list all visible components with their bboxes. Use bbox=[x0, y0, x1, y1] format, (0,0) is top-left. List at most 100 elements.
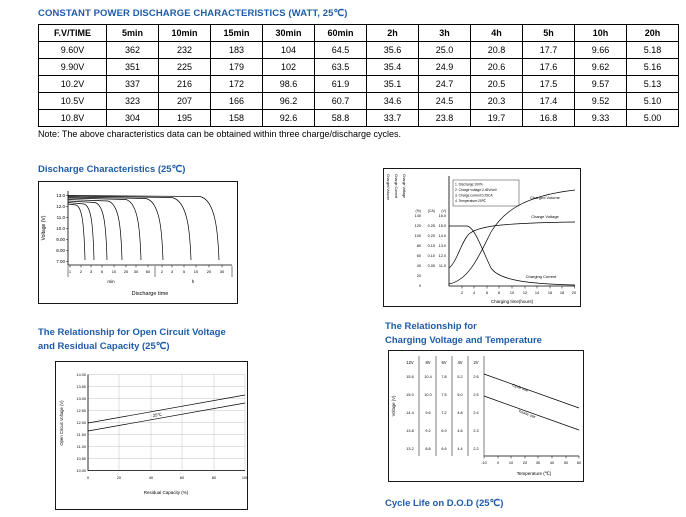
tick-2v: 2.3 bbox=[473, 429, 478, 433]
tick-marks bbox=[461, 286, 575, 289]
table-cell: 24.7 bbox=[418, 75, 471, 93]
x-tick: 20 bbox=[117, 476, 121, 480]
tick-4v: 5.0 bbox=[457, 393, 462, 397]
table-cell: 33.7 bbox=[366, 109, 419, 127]
x-tick: 40 bbox=[550, 461, 554, 465]
table-cell: 17.7 bbox=[522, 41, 575, 59]
volume-tick: 60 bbox=[417, 254, 421, 258]
discharge-curve bbox=[67, 200, 108, 261]
col-header: 2V bbox=[473, 360, 478, 365]
tick-12v: 15.0 bbox=[406, 393, 413, 397]
table-cell: 5.16 bbox=[626, 58, 679, 76]
table-cell: 35.6 bbox=[366, 41, 419, 59]
tick-6v: 7.2 bbox=[441, 411, 446, 415]
x-tick: 5 bbox=[183, 269, 186, 274]
charging-current-curve bbox=[449, 225, 576, 286]
x-tick: 20 bbox=[207, 269, 212, 274]
volume-tick: 100 bbox=[415, 234, 421, 238]
ocv-title-line1: The Relationship for Open Circuit Voltag… bbox=[38, 327, 226, 338]
table-cell: 158 bbox=[210, 109, 263, 127]
charge-voltage-curve bbox=[448, 221, 576, 269]
current-tick: 0.20 bbox=[428, 234, 435, 238]
table-cell: 19.7 bbox=[470, 109, 523, 127]
voltage-tick-labels: 16.0 15.0 14.0 13.0 12.0 11.0 bbox=[439, 214, 446, 268]
row-label-cell: 9.60V bbox=[38, 41, 107, 59]
tick-2v: 2.5 bbox=[473, 393, 478, 397]
charge-voltage-curve-label: Charge Voltage bbox=[531, 214, 559, 219]
table-header-cell: 60min bbox=[314, 24, 367, 42]
discharge-curve bbox=[67, 196, 164, 261]
x-axis-label: Temperature (℃) bbox=[517, 471, 552, 476]
table-cell: 102 bbox=[262, 58, 315, 76]
table-cell: 362 bbox=[106, 41, 159, 59]
x-tick: 10 bbox=[510, 291, 514, 295]
y-tick: 11.0 bbox=[57, 215, 66, 220]
tick-2v: 2.6 bbox=[473, 375, 478, 379]
tick-6v: 6.9 bbox=[441, 429, 446, 433]
table-cell: 183 bbox=[210, 41, 263, 59]
table-cell: 20.8 bbox=[470, 41, 523, 59]
y-tick: 10.00 bbox=[76, 469, 86, 473]
discharge-section-title: Discharge Characteristics (25℃) bbox=[38, 164, 186, 175]
column-tick-labels: 15.6 15.0 14.4 13.8 13.2 10.4 10.0 9.6 9… bbox=[406, 375, 478, 451]
discharge-curve bbox=[67, 197, 142, 261]
voltage-unit: (V) bbox=[441, 209, 446, 213]
tick-8v: 9.2 bbox=[425, 429, 430, 433]
discharge-curve bbox=[67, 195, 192, 261]
table-cell: 92.6 bbox=[262, 109, 315, 127]
x-tick: 60 bbox=[146, 269, 151, 274]
current-tick: 0.05 bbox=[428, 264, 435, 268]
tick-6v: 7.8 bbox=[441, 375, 446, 379]
x-tick: 2 bbox=[161, 269, 164, 274]
trickle-use-line bbox=[483, 395, 580, 431]
voltage-tick: 14.0 bbox=[439, 234, 446, 238]
charging-curves bbox=[448, 189, 576, 286]
left-axis-labels: Charged Volume Charge Current Charge Vol… bbox=[386, 174, 446, 213]
y-axis-label: Voltage (V) bbox=[41, 215, 47, 240]
axes bbox=[448, 176, 575, 287]
table-cell: 98.6 bbox=[262, 75, 315, 93]
tick-4v: 4.8 bbox=[457, 411, 462, 415]
y-tick: 11.50 bbox=[77, 433, 86, 437]
x-tick: 30 bbox=[134, 269, 139, 274]
voltage-tick: 15.0 bbox=[439, 224, 446, 228]
volume-tick: 80 bbox=[417, 244, 421, 248]
page-title: CONSTANT POWER DISCHARGE CHARACTERISTICS… bbox=[38, 8, 348, 19]
volume-unit: (%) bbox=[416, 209, 421, 213]
legend-line: 3. Charge current:0.25CA bbox=[455, 194, 493, 198]
table-cell: 24.5 bbox=[418, 92, 471, 110]
tick-4v: 4.6 bbox=[457, 429, 462, 433]
x-tick: 3 bbox=[90, 269, 93, 274]
tick-6v: 7.5 bbox=[441, 393, 446, 397]
x-tick: 60 bbox=[180, 476, 184, 480]
charging-voltage-temperature-chart: Voltage (V) 12V 8V 6V 4V 2V 15.6 15.0 14… bbox=[388, 350, 584, 482]
x-tick: 2 bbox=[461, 291, 463, 295]
table-cell: 35.1 bbox=[366, 75, 419, 93]
discharge-curve bbox=[67, 202, 95, 261]
table-cell: 17.6 bbox=[522, 58, 575, 76]
table-row: 10.2V 337 216 172 98.6 61.9 35.1 24.7 20… bbox=[38, 75, 679, 93]
table-header-row: F.V/TIME 5min 10min 15min 30min 60min 2h… bbox=[38, 24, 679, 42]
legend-line: 2. Charge voltage:2.45V/cell bbox=[455, 188, 497, 192]
legend: 1. Discharge:100% 2. Charge voltage:2.45… bbox=[452, 179, 520, 207]
table-header-cell: F.V/TIME bbox=[38, 24, 107, 42]
x-tick: 10 bbox=[112, 269, 117, 274]
x-tick: 1 bbox=[69, 269, 72, 274]
y-tick-labels: 13.0 12.0 11.0 10.0 9.00 8.00 7.00 bbox=[56, 193, 65, 264]
y-tick: 12.0 bbox=[56, 204, 65, 209]
table-cell: 232 bbox=[158, 41, 211, 59]
table-cell: 9.66 bbox=[574, 41, 627, 59]
table-header-cell: 3h bbox=[418, 24, 471, 42]
chart-frame bbox=[55, 361, 248, 510]
axes bbox=[87, 374, 245, 471]
x-tick: 30 bbox=[536, 461, 540, 465]
volume-tick-labels: 140 120 100 80 60 40 20 0 bbox=[415, 214, 421, 288]
table-cell: 207 bbox=[158, 92, 211, 110]
current-tick: 0.25 bbox=[428, 224, 435, 228]
x-tick: 8 bbox=[498, 291, 500, 295]
cycle-use-line bbox=[483, 373, 580, 409]
table-cell: 323 bbox=[106, 92, 159, 110]
table-header-cell: 20h bbox=[626, 24, 679, 42]
table-cell: 20.5 bbox=[470, 75, 523, 93]
table-cell: 9.62 bbox=[574, 58, 627, 76]
